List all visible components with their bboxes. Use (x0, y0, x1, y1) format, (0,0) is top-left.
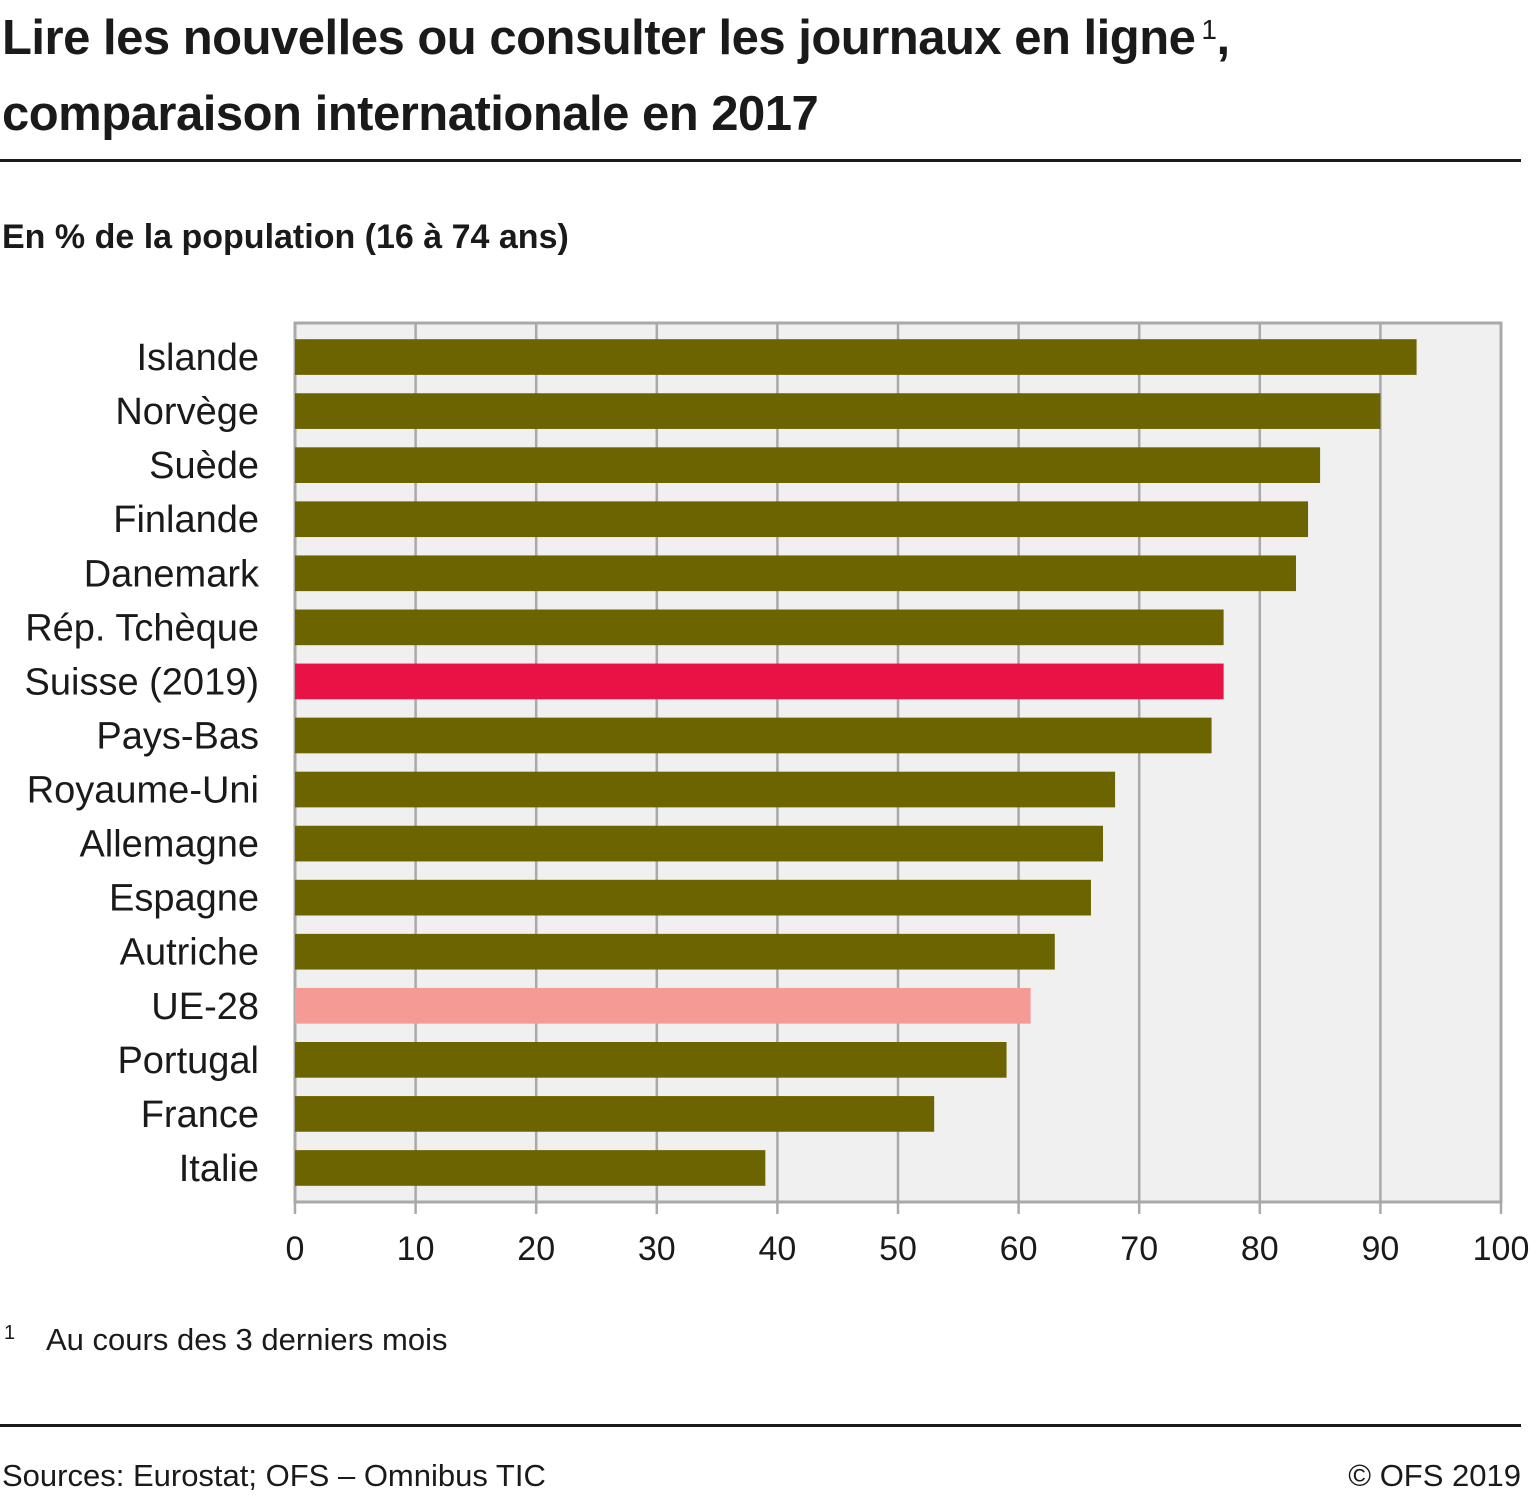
category-label: Suisse (2019) (25, 661, 259, 703)
copyright-text: © OFS 2019 (1348, 1458, 1521, 1493)
bar (295, 933, 1055, 970)
x-tick-label: 70 (1120, 1230, 1158, 1268)
category-label: Finlande (113, 499, 259, 541)
bottom-divider (0, 1424, 1521, 1427)
category-label: Allemagne (79, 824, 259, 866)
category-label: Pays-Bas (96, 715, 259, 757)
chart-title: Lire les nouvelles ou consulter les jour… (2, 0, 1522, 152)
category-label: Rép. Tchèque (25, 607, 259, 649)
category-label: Espagne (109, 878, 259, 920)
footnote-number: 1 (4, 1322, 16, 1344)
bar (295, 771, 1116, 808)
bar (295, 1150, 766, 1186)
x-tick-label: 40 (758, 1230, 796, 1268)
bar-chart: 0 10 20 30 40 50 60 70 80 90 100 Islande Norvège Suèd… (25, 321, 1530, 1268)
bar (295, 1042, 1007, 1078)
bar (295, 393, 1381, 429)
x-tick-label: 80 (1241, 1230, 1279, 1268)
x-tick-label: 100 (1473, 1230, 1530, 1268)
title-line2: comparaison internationale en 2017 (2, 87, 819, 141)
x-tick-label: 20 (517, 1230, 555, 1268)
category-label: Norvège (115, 391, 259, 433)
bar (295, 1096, 935, 1132)
category-label: Danemark (84, 553, 260, 595)
bar (295, 663, 1224, 700)
chart-subtitle: En % de la population (16 à 74 ans) (2, 218, 569, 256)
category-label: Autriche (120, 932, 259, 974)
category-label: Royaume-Uni (27, 770, 259, 812)
bar (295, 501, 1309, 538)
title-footnote-marker: 1 (1201, 14, 1217, 45)
bar (295, 609, 1224, 646)
x-tick-label: 50 (879, 1230, 917, 1268)
footnote: 1 Au cours des 3 derniers mois (4, 1322, 447, 1358)
title-line1: Lire les nouvelles ou consulter les jour… (2, 11, 1196, 65)
category-label: Islande (136, 337, 259, 379)
x-tick-label: 0 (286, 1230, 305, 1268)
category-label: Italie (179, 1148, 259, 1190)
bar (295, 447, 1321, 483)
plot-frame (293, 321, 1503, 1204)
bar (295, 987, 1031, 1024)
bar (295, 555, 1296, 592)
title-comma: , (1216, 11, 1230, 65)
bar (295, 879, 1091, 916)
x-tick-label: 30 (638, 1230, 676, 1268)
category-label: France (141, 1094, 259, 1136)
footnote-text: Au cours des 3 derniers mois (46, 1322, 448, 1357)
category-label: Suède (149, 445, 259, 487)
source-text: Sources: Eurostat; OFS – Omnibus TIC (2, 1458, 546, 1493)
top-divider (0, 159, 1521, 162)
x-tick-label: 60 (1000, 1230, 1038, 1268)
x-tick-label: 90 (1361, 1230, 1399, 1268)
bar (295, 717, 1212, 754)
bar (295, 825, 1104, 862)
category-label: Portugal (117, 1040, 259, 1082)
bar (295, 339, 1417, 375)
x-tick-label: 10 (397, 1230, 435, 1268)
category-label: UE-28 (151, 986, 259, 1028)
